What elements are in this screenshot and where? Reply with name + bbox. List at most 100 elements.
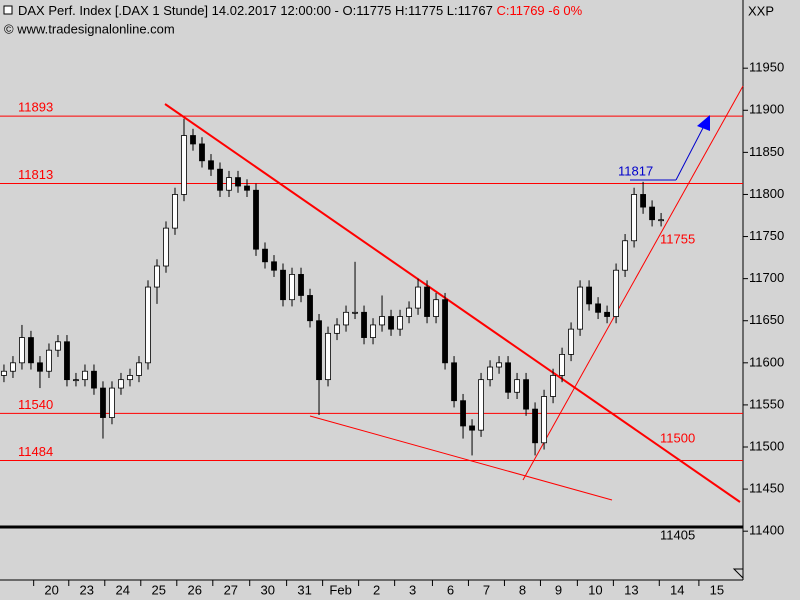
x-tick-label: Feb [329,582,351,597]
candle-body [388,316,394,330]
y-tick-label: 11750 [749,228,784,243]
candle-body [217,168,223,191]
annotation: 11500 [660,430,695,445]
candle-body [73,379,79,382]
x-tick-label: 9 [555,582,562,597]
candle-body [190,135,196,145]
candle-body [505,362,511,393]
candle-body [397,316,403,330]
y-tick-label: 11800 [749,186,784,201]
header-icon [3,5,13,15]
candle-body [10,362,16,372]
candle-body [541,396,547,444]
candle-body [361,311,367,338]
candle-body [559,353,565,376]
x-tick-label: 26 [188,582,202,597]
x-tick-label: 23 [80,582,94,597]
candle-body [28,337,34,364]
candle-body [289,274,295,301]
y-tick-label: 11400 [749,523,784,538]
candle-body [532,408,538,444]
candle-body [298,274,304,296]
candle-body [433,299,439,317]
candle-body [100,387,106,418]
candle-body [37,362,43,372]
x-tick-label: 7 [483,582,490,597]
candle-body [334,324,340,334]
candle-body [631,194,637,242]
candle-body [325,332,331,381]
candle-body [658,219,664,222]
candle-body [523,379,529,410]
candle-body [253,189,259,250]
header-close: C:11769 -6 0% [496,3,582,18]
candle-body [172,194,178,229]
candle-body [451,362,457,402]
candle-body [487,366,493,381]
x-tick-label: 14 [670,582,684,597]
candle-body [415,286,421,309]
candle-body [550,375,556,397]
candle-body [640,194,646,208]
candle-body [307,295,313,322]
candle-body [352,311,358,314]
candle-body [262,248,268,263]
y-tick-label: 11650 [749,312,784,327]
y-tick-label: 11450 [749,481,784,496]
base-label: 11405 [660,527,695,542]
x-tick-label: 13 [624,582,638,597]
level-label: 11540 [18,397,53,412]
candle-body [226,177,232,191]
candle-body [406,307,412,317]
annotation: 11755 [660,231,695,246]
candle-body [82,370,88,381]
candle-body [64,341,70,381]
x-tick-label: 2 [373,582,380,597]
level-label: 11813 [18,167,53,182]
level-label: 11893 [18,100,53,115]
candle-body [622,240,628,271]
candle-body [235,177,241,187]
header-title: DAX Perf. Index [.DAX 1 Stunde] 14.02.20… [18,3,583,18]
header-source: © www.tradesignalonline.com [4,21,175,36]
level-label: 11484 [18,444,53,459]
candle-body [568,328,574,355]
x-tick-label: 24 [116,582,130,597]
candle-body [514,379,520,393]
candle-body [154,265,160,288]
y-tick-label: 11550 [749,396,784,411]
y-tick-label: 11850 [749,144,784,159]
candle-body [424,286,430,317]
x-tick-label: 8 [519,582,526,597]
x-tick-label: 6 [447,582,454,597]
candle-body [46,349,52,372]
x-tick-label: 10 [588,582,602,597]
candle-body [127,375,133,381]
candle-body [109,387,115,418]
support-line [522,85,744,481]
x-tick-label: 31 [297,582,311,597]
y-tick-label: 11600 [749,354,784,369]
candle-body [118,379,124,389]
candle-body [469,425,475,431]
candle-body [595,303,601,313]
candle-body [343,311,349,326]
candle-body [316,320,322,381]
annotation: 11817 [618,163,653,178]
candle-body [577,286,583,330]
candle-body [181,135,187,195]
target-arrowhead [697,115,710,131]
y-tick-label: 11700 [749,270,784,285]
symbol: XXP [748,3,774,18]
candle-body [244,185,250,191]
corner-icon [732,568,744,580]
y-tick-label: 11900 [749,102,784,117]
x-tick-label: 15 [710,582,724,597]
y-tick-label: 11950 [749,60,784,75]
candle-body [649,206,655,221]
candle-body [604,311,610,317]
candle-body [379,316,385,326]
x-tick-label: 27 [224,582,238,597]
